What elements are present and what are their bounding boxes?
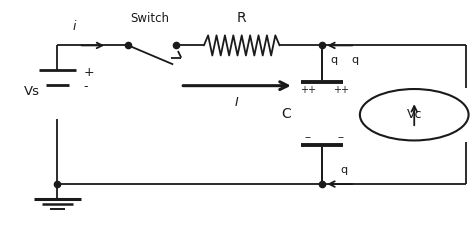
Text: ++: ++ bbox=[300, 85, 316, 95]
Text: Switch: Switch bbox=[130, 12, 169, 25]
Text: Vs: Vs bbox=[23, 85, 39, 98]
Text: R: R bbox=[237, 11, 246, 25]
Text: i: i bbox=[72, 20, 76, 33]
Text: Vc: Vc bbox=[407, 108, 422, 121]
Text: q: q bbox=[341, 164, 348, 175]
Text: --: -- bbox=[304, 132, 311, 142]
Text: q: q bbox=[330, 55, 337, 65]
Text: I: I bbox=[235, 96, 239, 109]
Text: +: + bbox=[83, 66, 94, 79]
Text: --: -- bbox=[337, 132, 345, 142]
Text: q: q bbox=[352, 55, 359, 65]
Text: C: C bbox=[282, 107, 292, 121]
Text: -: - bbox=[83, 80, 88, 93]
Text: ++: ++ bbox=[333, 85, 349, 95]
